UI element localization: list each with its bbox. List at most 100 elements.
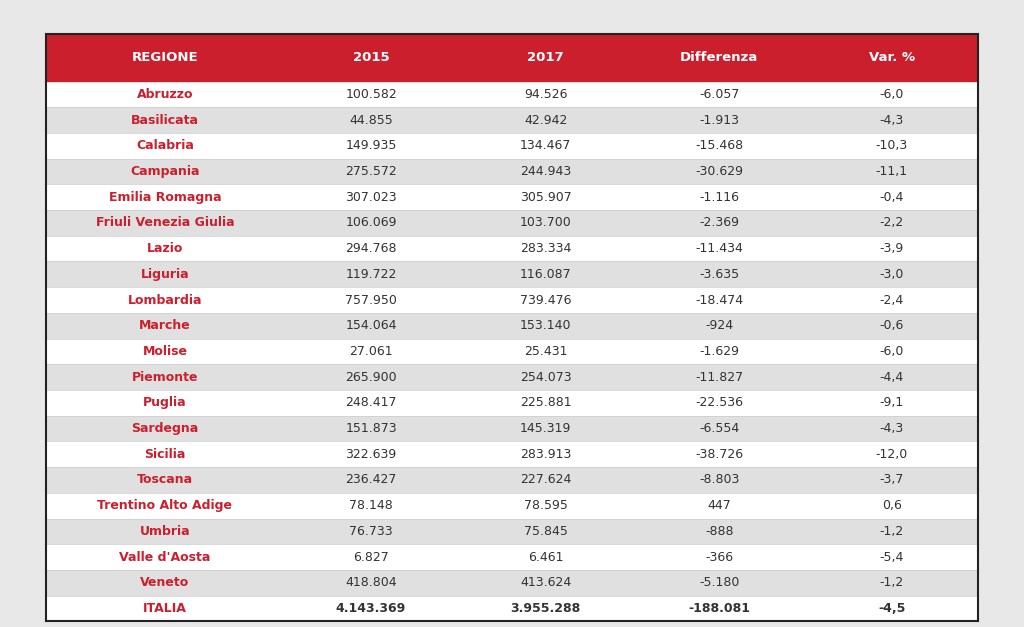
- Text: -366: -366: [706, 551, 733, 564]
- Text: -18.474: -18.474: [695, 293, 743, 307]
- Text: 134.467: 134.467: [520, 139, 571, 152]
- Text: Friuli Venezia Giulia: Friuli Venezia Giulia: [95, 216, 234, 229]
- Text: -924: -924: [706, 319, 733, 332]
- FancyBboxPatch shape: [46, 390, 978, 416]
- Text: Differenza: Differenza: [680, 51, 759, 65]
- Text: 42.942: 42.942: [524, 113, 567, 127]
- Text: 227.624: 227.624: [520, 473, 571, 487]
- Text: Abruzzo: Abruzzo: [136, 88, 194, 101]
- Text: Molise: Molise: [142, 345, 187, 358]
- Text: Lazio: Lazio: [146, 242, 183, 255]
- Text: 94.526: 94.526: [524, 88, 567, 101]
- Text: 275.572: 275.572: [345, 165, 397, 178]
- Text: -3,9: -3,9: [880, 242, 904, 255]
- Text: -4,5: -4,5: [878, 602, 905, 615]
- FancyBboxPatch shape: [46, 210, 978, 236]
- Text: -0,6: -0,6: [880, 319, 904, 332]
- Text: 322.639: 322.639: [345, 448, 396, 461]
- Text: -1.629: -1.629: [699, 345, 739, 358]
- Text: -0,4: -0,4: [880, 191, 904, 204]
- FancyBboxPatch shape: [46, 441, 978, 467]
- Text: -9,1: -9,1: [880, 396, 904, 409]
- Text: -1.116: -1.116: [699, 191, 739, 204]
- Text: Sicilia: Sicilia: [144, 448, 185, 461]
- Text: -8.803: -8.803: [699, 473, 739, 487]
- FancyBboxPatch shape: [46, 159, 978, 184]
- Text: 225.881: 225.881: [520, 396, 571, 409]
- Text: Sardegna: Sardegna: [131, 422, 199, 435]
- Text: 254.073: 254.073: [520, 371, 571, 384]
- Text: Liguria: Liguria: [140, 268, 189, 281]
- FancyBboxPatch shape: [46, 416, 978, 441]
- Text: Calabria: Calabria: [136, 139, 194, 152]
- Text: 418.804: 418.804: [345, 576, 397, 589]
- Text: 757.950: 757.950: [345, 293, 397, 307]
- Text: 119.722: 119.722: [345, 268, 396, 281]
- Text: 248.417: 248.417: [345, 396, 397, 409]
- FancyBboxPatch shape: [46, 261, 978, 287]
- Text: -3,7: -3,7: [880, 473, 904, 487]
- Text: -22.536: -22.536: [695, 396, 743, 409]
- Text: -1,2: -1,2: [880, 525, 904, 538]
- Text: 265.900: 265.900: [345, 371, 397, 384]
- Text: 75.845: 75.845: [524, 525, 567, 538]
- Text: -11,1: -11,1: [876, 165, 908, 178]
- Text: 25.431: 25.431: [524, 345, 567, 358]
- Text: 145.319: 145.319: [520, 422, 571, 435]
- Text: Campania: Campania: [130, 165, 200, 178]
- FancyBboxPatch shape: [46, 82, 978, 107]
- FancyBboxPatch shape: [46, 34, 978, 82]
- FancyBboxPatch shape: [46, 544, 978, 570]
- Text: 153.140: 153.140: [520, 319, 571, 332]
- Text: 283.334: 283.334: [520, 242, 571, 255]
- Text: Toscana: Toscana: [137, 473, 193, 487]
- Text: Basilicata: Basilicata: [131, 113, 199, 127]
- Text: 413.624: 413.624: [520, 576, 571, 589]
- Text: -4,3: -4,3: [880, 422, 904, 435]
- Text: 154.064: 154.064: [345, 319, 397, 332]
- Text: Puglia: Puglia: [143, 396, 186, 409]
- FancyBboxPatch shape: [46, 596, 978, 621]
- Text: -4,3: -4,3: [880, 113, 904, 127]
- Text: 27.061: 27.061: [349, 345, 393, 358]
- Text: -888: -888: [706, 525, 733, 538]
- Text: -6.554: -6.554: [699, 422, 739, 435]
- Text: ITALIA: ITALIA: [143, 602, 186, 615]
- Text: 244.943: 244.943: [520, 165, 571, 178]
- FancyBboxPatch shape: [46, 493, 978, 519]
- Text: -30.629: -30.629: [695, 165, 743, 178]
- Text: 739.476: 739.476: [520, 293, 571, 307]
- FancyBboxPatch shape: [46, 287, 978, 313]
- Text: Lombardia: Lombardia: [128, 293, 202, 307]
- Text: 106.069: 106.069: [345, 216, 397, 229]
- Text: 307.023: 307.023: [345, 191, 397, 204]
- Text: 3.955.288: 3.955.288: [511, 602, 581, 615]
- Text: -5.180: -5.180: [699, 576, 739, 589]
- FancyBboxPatch shape: [46, 133, 978, 159]
- Text: -10,3: -10,3: [876, 139, 908, 152]
- Text: -11.434: -11.434: [695, 242, 743, 255]
- Text: 149.935: 149.935: [345, 139, 396, 152]
- Text: -3,0: -3,0: [880, 268, 904, 281]
- Text: Marche: Marche: [139, 319, 190, 332]
- Text: -15.468: -15.468: [695, 139, 743, 152]
- Text: -2,4: -2,4: [880, 293, 904, 307]
- FancyBboxPatch shape: [46, 364, 978, 390]
- Text: -3.635: -3.635: [699, 268, 739, 281]
- Text: 236.427: 236.427: [345, 473, 396, 487]
- Text: Var. %: Var. %: [868, 51, 914, 65]
- Text: 151.873: 151.873: [345, 422, 397, 435]
- Text: 100.582: 100.582: [345, 88, 397, 101]
- Text: -6.057: -6.057: [699, 88, 739, 101]
- FancyBboxPatch shape: [46, 519, 978, 544]
- FancyBboxPatch shape: [46, 570, 978, 596]
- Text: 76.733: 76.733: [349, 525, 393, 538]
- Text: 283.913: 283.913: [520, 448, 571, 461]
- Text: 4.143.369: 4.143.369: [336, 602, 407, 615]
- Text: Valle d'Aosta: Valle d'Aosta: [119, 551, 211, 564]
- FancyBboxPatch shape: [46, 339, 978, 364]
- FancyBboxPatch shape: [46, 236, 978, 261]
- Text: -11.827: -11.827: [695, 371, 743, 384]
- Text: -4,4: -4,4: [880, 371, 904, 384]
- Text: 2017: 2017: [527, 51, 564, 65]
